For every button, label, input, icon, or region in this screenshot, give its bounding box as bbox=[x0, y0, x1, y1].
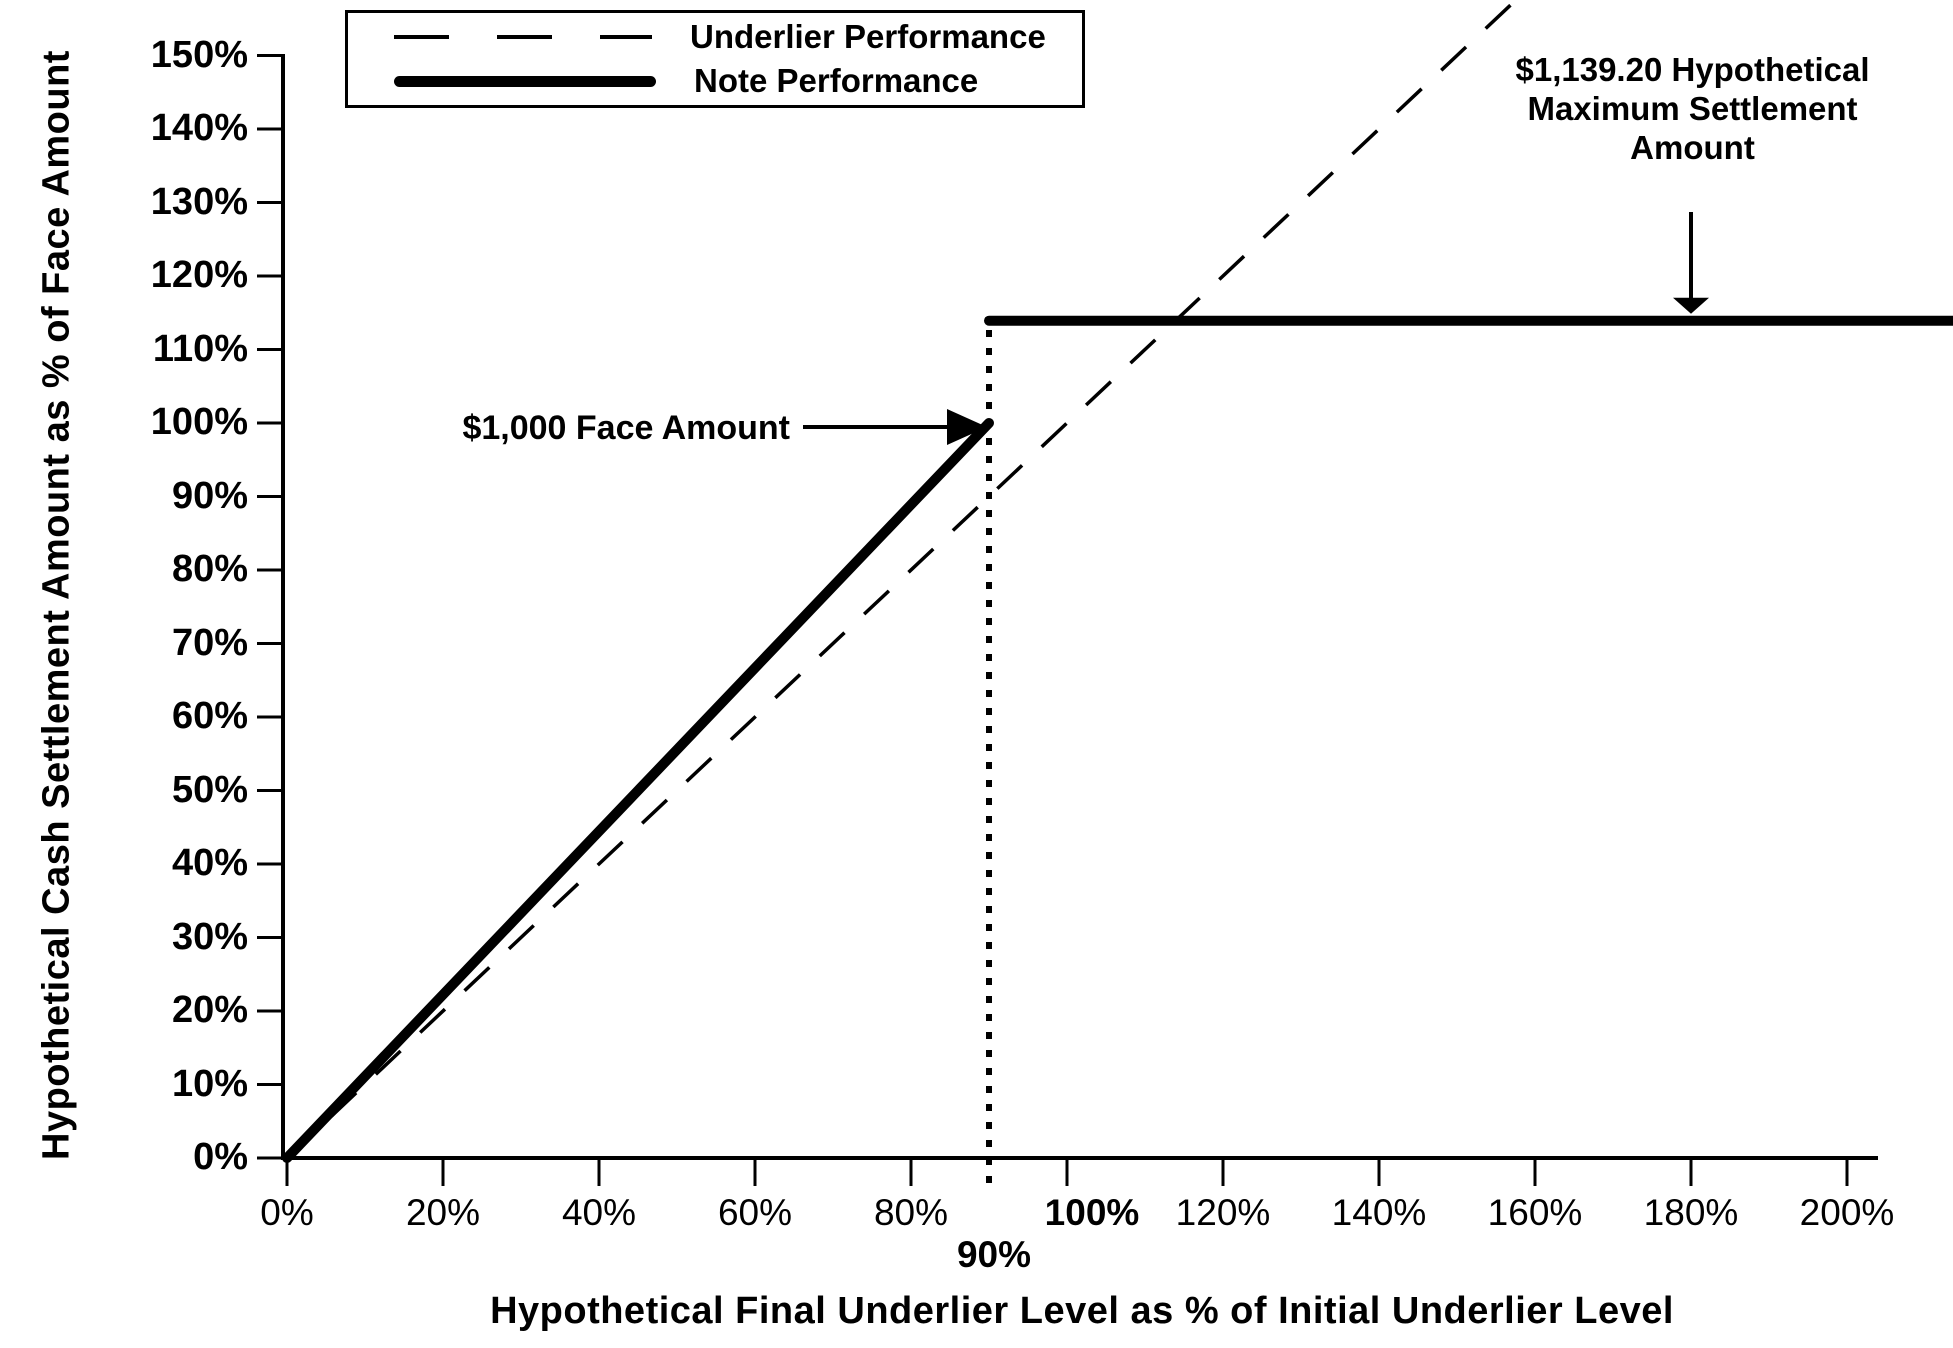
x-tick-label: 120% bbox=[1175, 1192, 1271, 1233]
y-tick-label: 50% bbox=[171, 768, 248, 811]
legend-entry-note-performance: Note Performance bbox=[394, 61, 1082, 101]
x-axis-title: Hypothetical Final Underlier Level as % … bbox=[490, 1290, 1674, 1332]
x-tick-label: 60% bbox=[717, 1192, 793, 1233]
face-amount-arrow-head bbox=[947, 409, 987, 445]
y-tick-label: 140% bbox=[150, 107, 248, 149]
y-tick-label: 120% bbox=[150, 254, 248, 296]
dashed-line-sample bbox=[394, 35, 652, 39]
x-tick-label: 40% bbox=[561, 1192, 637, 1233]
y-tick-label: 70% bbox=[171, 621, 248, 664]
underlier-performance-line bbox=[285, 0, 1517, 1160]
x-tick-label: 160% bbox=[1487, 1192, 1583, 1233]
max-settlement-annotation: $1,139.20 Hypothetical Maximum Settlemen… bbox=[1485, 50, 1900, 167]
max-settlement-annotation-line-2: Maximum Settlement bbox=[1527, 90, 1858, 127]
y-tick-label: 80% bbox=[171, 548, 248, 590]
y-tick-label: 130% bbox=[150, 180, 248, 223]
max-settlement-arrow-head bbox=[1673, 297, 1709, 314]
x-tick-label: 100% bbox=[1044, 1192, 1140, 1233]
y-tick-label: 40% bbox=[171, 842, 248, 884]
x-tick-label: 0% bbox=[260, 1192, 314, 1233]
legend-label-note-performance: Note Performance bbox=[694, 62, 979, 99]
y-tick-label: 100% bbox=[150, 401, 248, 443]
legend: Underlier Performance Note Performance bbox=[345, 10, 1085, 108]
max-settlement-annotation-line-3: Amount bbox=[1630, 129, 1755, 166]
solid-line-sample bbox=[394, 75, 656, 87]
y-tick-label: 20% bbox=[171, 989, 248, 1031]
y-tick-label: 0% bbox=[193, 1136, 248, 1178]
y-tick-label: 150% bbox=[150, 33, 248, 76]
x-tick-label: 80% bbox=[873, 1192, 949, 1233]
y-tick-label: 110% bbox=[152, 327, 248, 370]
x-tick-label: 140% bbox=[1331, 1192, 1427, 1233]
y-tick-label: 60% bbox=[171, 695, 248, 737]
max-settlement-annotation-line-1: $1,139.20 Hypothetical bbox=[1515, 51, 1870, 88]
face-amount-annotation: $1,000 Face Amount bbox=[462, 409, 790, 447]
y-tick-label: 10% bbox=[171, 1062, 248, 1105]
legend-entry-underlier-performance: Underlier Performance bbox=[394, 17, 1082, 57]
x-tick-label: 20% bbox=[405, 1192, 481, 1233]
x-tick-label-90: 90% bbox=[956, 1234, 1032, 1275]
x-tick-label: 180% bbox=[1643, 1192, 1739, 1233]
legend-label-underlier-performance: Underlier Performance bbox=[690, 18, 1046, 55]
note-performance-line bbox=[282, 418, 994, 1163]
y-tick-label: 30% bbox=[171, 915, 248, 958]
y-tick-label: 90% bbox=[171, 474, 248, 517]
y-axis-title: Hypothetical Cash Settlement Amount as %… bbox=[35, 50, 78, 1160]
x-tick-label: 200% bbox=[1799, 1192, 1895, 1233]
